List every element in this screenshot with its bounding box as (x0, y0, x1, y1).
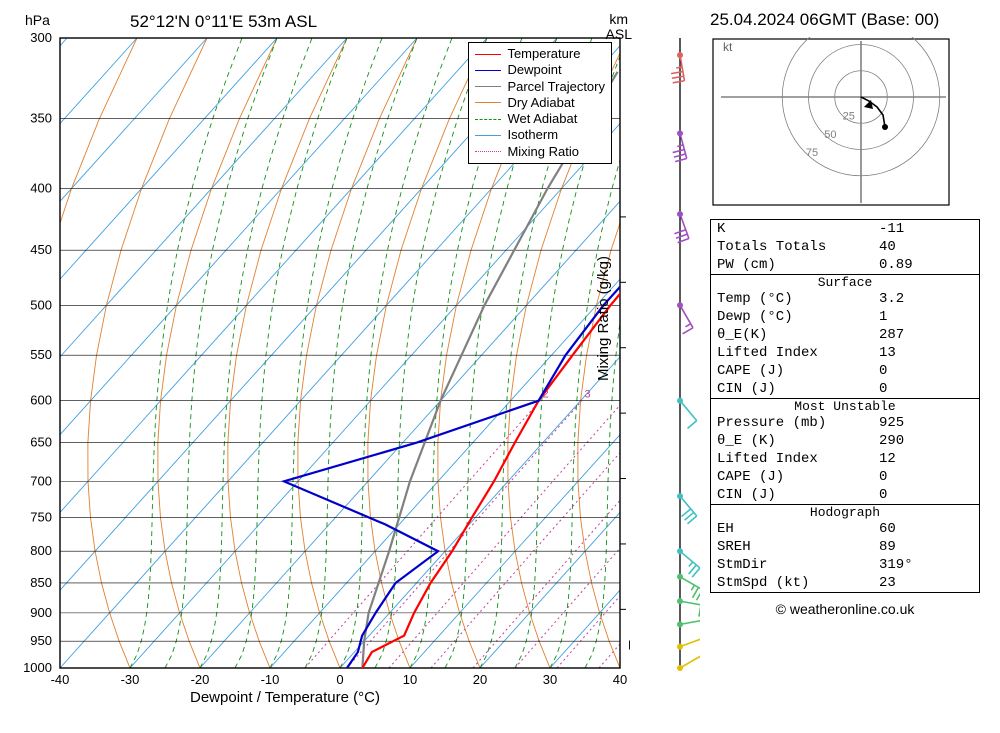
svg-text:750: 750 (30, 509, 52, 524)
legend-item: Mixing Ratio (475, 144, 605, 160)
svg-text:700: 700 (30, 473, 52, 488)
skewt-chart: hPa 52°12'N 0°11'E 53m ASL kmASL 2345810… (10, 10, 630, 710)
svg-text:50: 50 (824, 129, 836, 141)
copyright-label: © weatheronline.co.uk (710, 601, 980, 617)
svg-text:600: 600 (30, 393, 52, 408)
svg-text:900: 900 (30, 605, 52, 620)
svg-text:LCL: LCL (628, 638, 630, 653)
index-row: CAPE (J)0 (711, 468, 951, 486)
index-row: θ_E (K)290 (711, 432, 951, 450)
index-row: CIN (J)0 (711, 486, 951, 504)
legend-item: Temperature (475, 46, 605, 62)
wind-svg (640, 10, 700, 690)
legend-item: Isotherm (475, 127, 605, 143)
svg-text:0: 0 (336, 672, 343, 687)
svg-text:450: 450 (30, 242, 52, 257)
index-row: PW (cm)0.89 (711, 256, 951, 274)
location-title: 52°12'N 0°11'E 53m ASL (130, 12, 317, 32)
svg-text:650: 650 (30, 435, 52, 450)
index-row: SREH89 (711, 538, 951, 556)
index-tables: K-11Totals Totals40PW (cm)0.89 SurfaceTe… (710, 219, 980, 593)
y-axis-right-label: kmASL (606, 12, 632, 43)
legend-item: Dewpoint (475, 62, 605, 78)
legend-item: Wet Adiabat (475, 111, 605, 127)
svg-text:3: 3 (585, 389, 591, 401)
legend-box: TemperatureDewpointParcel TrajectoryDry … (468, 42, 612, 164)
svg-text:550: 550 (30, 347, 52, 362)
index-row: K-11 (711, 220, 951, 238)
y-axis-left-label: hPa (25, 12, 50, 28)
svg-text:-10: -10 (261, 672, 280, 687)
index-row: StmDir319° (711, 556, 951, 574)
side-panel: 25.04.2024 06GMT (Base: 00) kt 25 50 75 K-1… (710, 10, 980, 617)
svg-text:4: 4 (627, 389, 630, 401)
svg-text:20: 20 (473, 672, 487, 687)
svg-text:1000: 1000 (23, 660, 52, 675)
svg-text:-40: -40 (51, 672, 70, 687)
svg-text:10: 10 (403, 672, 417, 687)
svg-text:500: 500 (30, 297, 52, 312)
svg-text:800: 800 (30, 543, 52, 558)
svg-text:400: 400 (30, 181, 52, 196)
hodograph: kt 25 50 75 (710, 36, 952, 208)
index-row: Dewp (°C)1 (711, 308, 951, 326)
svg-text:300: 300 (30, 30, 52, 45)
index-row: Totals Totals40 (711, 238, 951, 256)
index-row: Lifted Index12 (711, 450, 951, 468)
svg-text:850: 850 (30, 575, 52, 590)
svg-text:kt: kt (723, 40, 733, 54)
index-row: EH60 (711, 520, 951, 538)
main-container: hPa 52°12'N 0°11'E 53m ASL kmASL 2345810… (10, 10, 990, 710)
svg-text:40: 40 (613, 672, 627, 687)
svg-text:75: 75 (806, 147, 818, 159)
wind-barb-column (640, 10, 700, 710)
index-row: StmSpd (kt)23 (711, 574, 951, 592)
svg-text:350: 350 (30, 111, 52, 126)
legend-item: Parcel Trajectory (475, 79, 605, 95)
mixing-ratio-label: Mixing Ratio (g/kg) (595, 256, 612, 381)
mu-header: Most Unstable (711, 399, 979, 414)
datetime-label: 25.04.2024 06GMT (Base: 00) (710, 10, 980, 30)
index-row: Temp (°C)3.2 (711, 290, 951, 308)
index-row: CAPE (J)0 (711, 362, 951, 380)
svg-text:-20: -20 (191, 672, 210, 687)
svg-text:25: 25 (843, 110, 855, 122)
svg-text:30: 30 (543, 672, 557, 687)
surface-header: Surface (711, 275, 979, 290)
x-axis-label: Dewpoint / Temperature (°C) (190, 689, 380, 706)
index-row: CIN (J)0 (711, 380, 951, 398)
legend-item: Dry Adiabat (475, 95, 605, 111)
index-row: Pressure (mb)925 (711, 414, 951, 432)
svg-text:-30: -30 (121, 672, 140, 687)
svg-text:950: 950 (30, 633, 52, 648)
index-row: Lifted Index13 (711, 344, 951, 362)
index-row: θ_E(K)287 (711, 326, 951, 344)
hodo-header: Hodograph (711, 505, 979, 520)
